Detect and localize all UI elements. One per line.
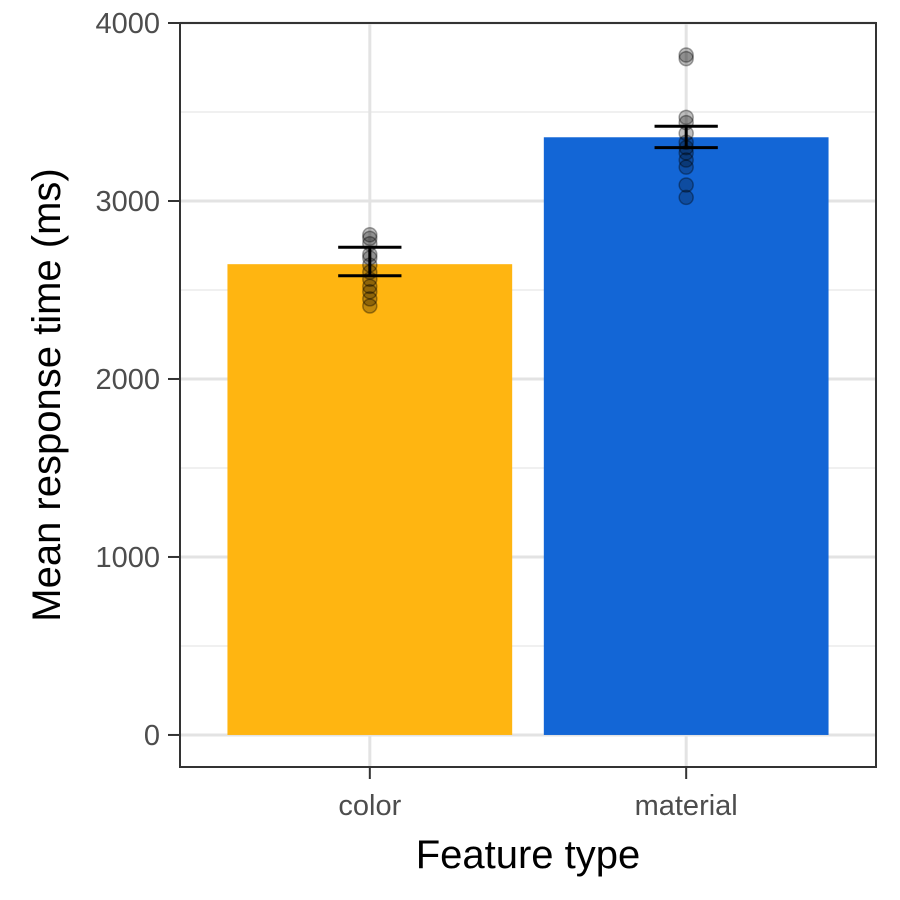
y-axis-title: Mean response time (ms): [25, 168, 69, 621]
data-point: [678, 189, 694, 206]
y-tick-label: 1000: [95, 542, 160, 574]
data-point: [678, 50, 694, 67]
data-point: [362, 284, 378, 300]
x-tick-label: color: [338, 790, 401, 822]
data-point: [678, 159, 694, 175]
data-point: [362, 230, 378, 247]
data-point: [362, 298, 378, 314]
x-axis-title: Feature type: [416, 833, 641, 877]
y-axis: 0 1000 2000 3000 4000: [95, 8, 180, 752]
y-tick-label: 0: [144, 720, 160, 752]
y-tick-label: 2000: [95, 364, 160, 396]
y-tick-label: 3000: [95, 186, 160, 218]
x-tick-label: material: [635, 790, 738, 822]
data-point: [362, 227, 378, 243]
error-bars: [338, 124, 718, 278]
data-point: [362, 278, 378, 295]
data-point: [678, 109, 694, 126]
bar-material: [543, 137, 829, 735]
error-bar-material: [654, 124, 718, 150]
x-axis: color material: [338, 767, 738, 822]
data-point: [678, 177, 694, 193]
plot-border: [179, 22, 877, 768]
data-point: [678, 47, 694, 63]
data-point: [362, 291, 378, 307]
y-tick-label: 4000: [95, 8, 160, 40]
error-bar-color: [338, 245, 402, 278]
data-points: [362, 47, 694, 314]
data-point: [678, 152, 694, 168]
bar-color: [227, 264, 513, 735]
bars: [227, 137, 829, 735]
